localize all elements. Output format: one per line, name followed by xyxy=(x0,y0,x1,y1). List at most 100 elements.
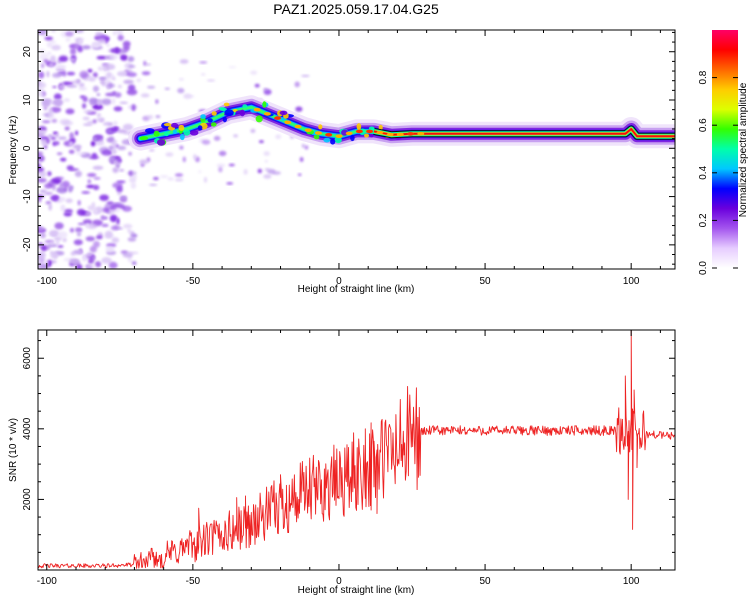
speckle xyxy=(201,73,206,76)
speckle xyxy=(257,168,262,174)
speckle xyxy=(69,227,75,233)
speckle xyxy=(66,71,76,76)
ridge-blob xyxy=(242,104,248,109)
speckle xyxy=(165,152,174,157)
speckle xyxy=(78,86,88,91)
speckle xyxy=(59,182,64,189)
speckle xyxy=(263,174,272,179)
speckle xyxy=(91,255,96,260)
speckle xyxy=(74,44,79,48)
speckle xyxy=(101,149,113,156)
y-tick-label: -10 xyxy=(22,189,33,204)
colorbar-tick-label: 0.0 xyxy=(698,261,709,275)
ridge-blob xyxy=(172,129,177,134)
ridge-blob xyxy=(163,123,172,127)
speckle xyxy=(174,173,184,177)
speckle xyxy=(85,223,90,229)
speckle xyxy=(57,231,68,239)
speckle xyxy=(76,78,81,84)
ridge-dash xyxy=(376,130,384,135)
ridge-blob xyxy=(179,133,185,141)
speckle xyxy=(147,85,156,89)
y-tick-label: 6000 xyxy=(22,347,33,370)
spectrogram-xlabel: Height of straight line (km) xyxy=(298,284,415,295)
speckle xyxy=(87,205,96,211)
speckle xyxy=(74,170,82,178)
ridge-blob xyxy=(171,122,179,128)
snr-panel: -100 -50 0 50 100 2000 4000 6000 Height of stra… xyxy=(8,329,676,596)
speckle xyxy=(123,223,133,229)
ridge-blob xyxy=(164,131,169,137)
speckle xyxy=(85,212,91,216)
speckle xyxy=(263,151,270,157)
speckle xyxy=(77,38,83,45)
ridge-blob xyxy=(369,133,374,138)
speckle xyxy=(82,103,87,109)
speckle xyxy=(174,178,184,182)
speckle xyxy=(69,132,75,139)
speckle xyxy=(78,82,85,88)
speckle xyxy=(107,71,111,78)
speckle xyxy=(113,106,123,112)
speckle xyxy=(92,104,103,110)
speckle xyxy=(119,101,128,105)
speckle xyxy=(159,175,169,179)
speckle xyxy=(101,223,109,227)
speckle xyxy=(127,84,136,91)
speckle xyxy=(109,136,115,143)
speckle xyxy=(61,180,70,188)
speckle xyxy=(117,158,122,163)
speckle xyxy=(87,121,94,125)
speckle xyxy=(43,144,48,150)
speckle xyxy=(294,81,300,88)
speckle xyxy=(115,30,124,36)
speckle xyxy=(56,152,63,156)
speckle xyxy=(43,59,49,63)
speckle xyxy=(77,222,85,226)
speckle xyxy=(111,237,120,243)
speckle xyxy=(178,77,184,81)
speckle xyxy=(106,201,114,205)
speckle xyxy=(250,128,256,133)
ridge-dash xyxy=(417,132,425,136)
speckle xyxy=(263,88,268,91)
speckle xyxy=(101,257,112,264)
speckle xyxy=(82,116,90,121)
y-tick-label: 20 xyxy=(22,46,33,58)
speckle xyxy=(77,200,81,206)
speckle xyxy=(65,37,71,43)
speckle xyxy=(95,32,103,37)
speckle xyxy=(93,240,100,248)
speckle xyxy=(164,87,170,91)
speckle xyxy=(131,104,136,112)
ridge-dash xyxy=(396,132,404,137)
speckle xyxy=(233,134,239,138)
speckle xyxy=(167,177,174,181)
ridge-dash xyxy=(335,134,343,138)
speckle xyxy=(153,176,159,181)
speckle xyxy=(218,166,223,173)
speckle xyxy=(83,110,93,114)
speckle xyxy=(40,136,49,141)
speckle xyxy=(63,186,68,192)
speckle xyxy=(60,204,66,212)
speckle xyxy=(66,165,74,171)
speckle xyxy=(89,245,97,253)
speckle xyxy=(63,98,70,102)
x-tick-label: 0 xyxy=(336,276,342,287)
spectrogram-data xyxy=(38,30,675,269)
speckle xyxy=(116,180,126,184)
speckle xyxy=(108,64,116,70)
speckle xyxy=(38,132,46,136)
speckle xyxy=(88,97,98,104)
ridge-blob xyxy=(330,138,336,145)
ridge-blob xyxy=(378,124,383,131)
ridge-dash xyxy=(325,133,333,137)
speckle xyxy=(38,49,46,54)
speckle xyxy=(250,70,258,75)
speckle xyxy=(304,145,309,150)
ridge-dash xyxy=(304,128,312,132)
speckle xyxy=(79,70,89,78)
speckle xyxy=(55,176,64,180)
